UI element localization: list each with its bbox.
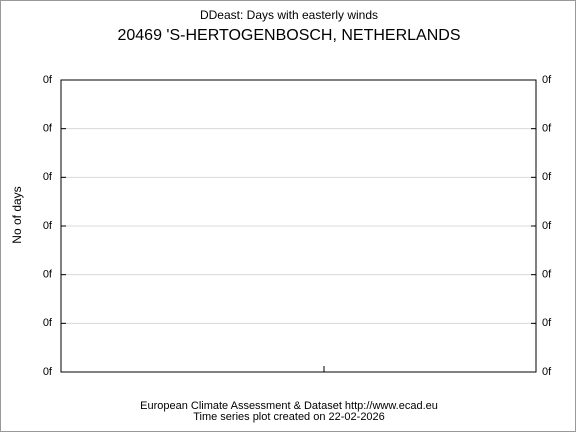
- y2-tick-label: 0f: [542, 123, 552, 135]
- y-tick-label: 0f: [43, 74, 53, 86]
- y-tick-label: 0f: [43, 269, 53, 281]
- chart-subtitle: 20469 'S-HERTOGENBOSCH, NETHERLANDS: [117, 27, 460, 44]
- y2-tick-label: 0f: [542, 269, 552, 281]
- y-tick-label: 0f: [43, 220, 53, 232]
- created-note: Time series plot created on 22-02-2026: [193, 411, 385, 423]
- y2-tick-label: 0f: [542, 317, 552, 329]
- y-tick-label: 0f: [43, 317, 53, 329]
- y-axis-label: No of days: [10, 186, 24, 243]
- y2-tick-label: 0f: [542, 171, 552, 183]
- y-tick-label: 0f: [43, 171, 53, 183]
- source-note: European Climate Assessment & Dataset ht…: [140, 400, 438, 412]
- chart-title: DDeast: Days with easterly winds: [200, 8, 378, 22]
- y2-tick-label: 0f: [542, 366, 552, 378]
- y-tick-label: 0f: [43, 366, 53, 378]
- y2-tick-label: 0f: [542, 74, 552, 86]
- y-tick-label: 0f: [43, 123, 53, 135]
- y2-tick-label: 0f: [542, 220, 552, 232]
